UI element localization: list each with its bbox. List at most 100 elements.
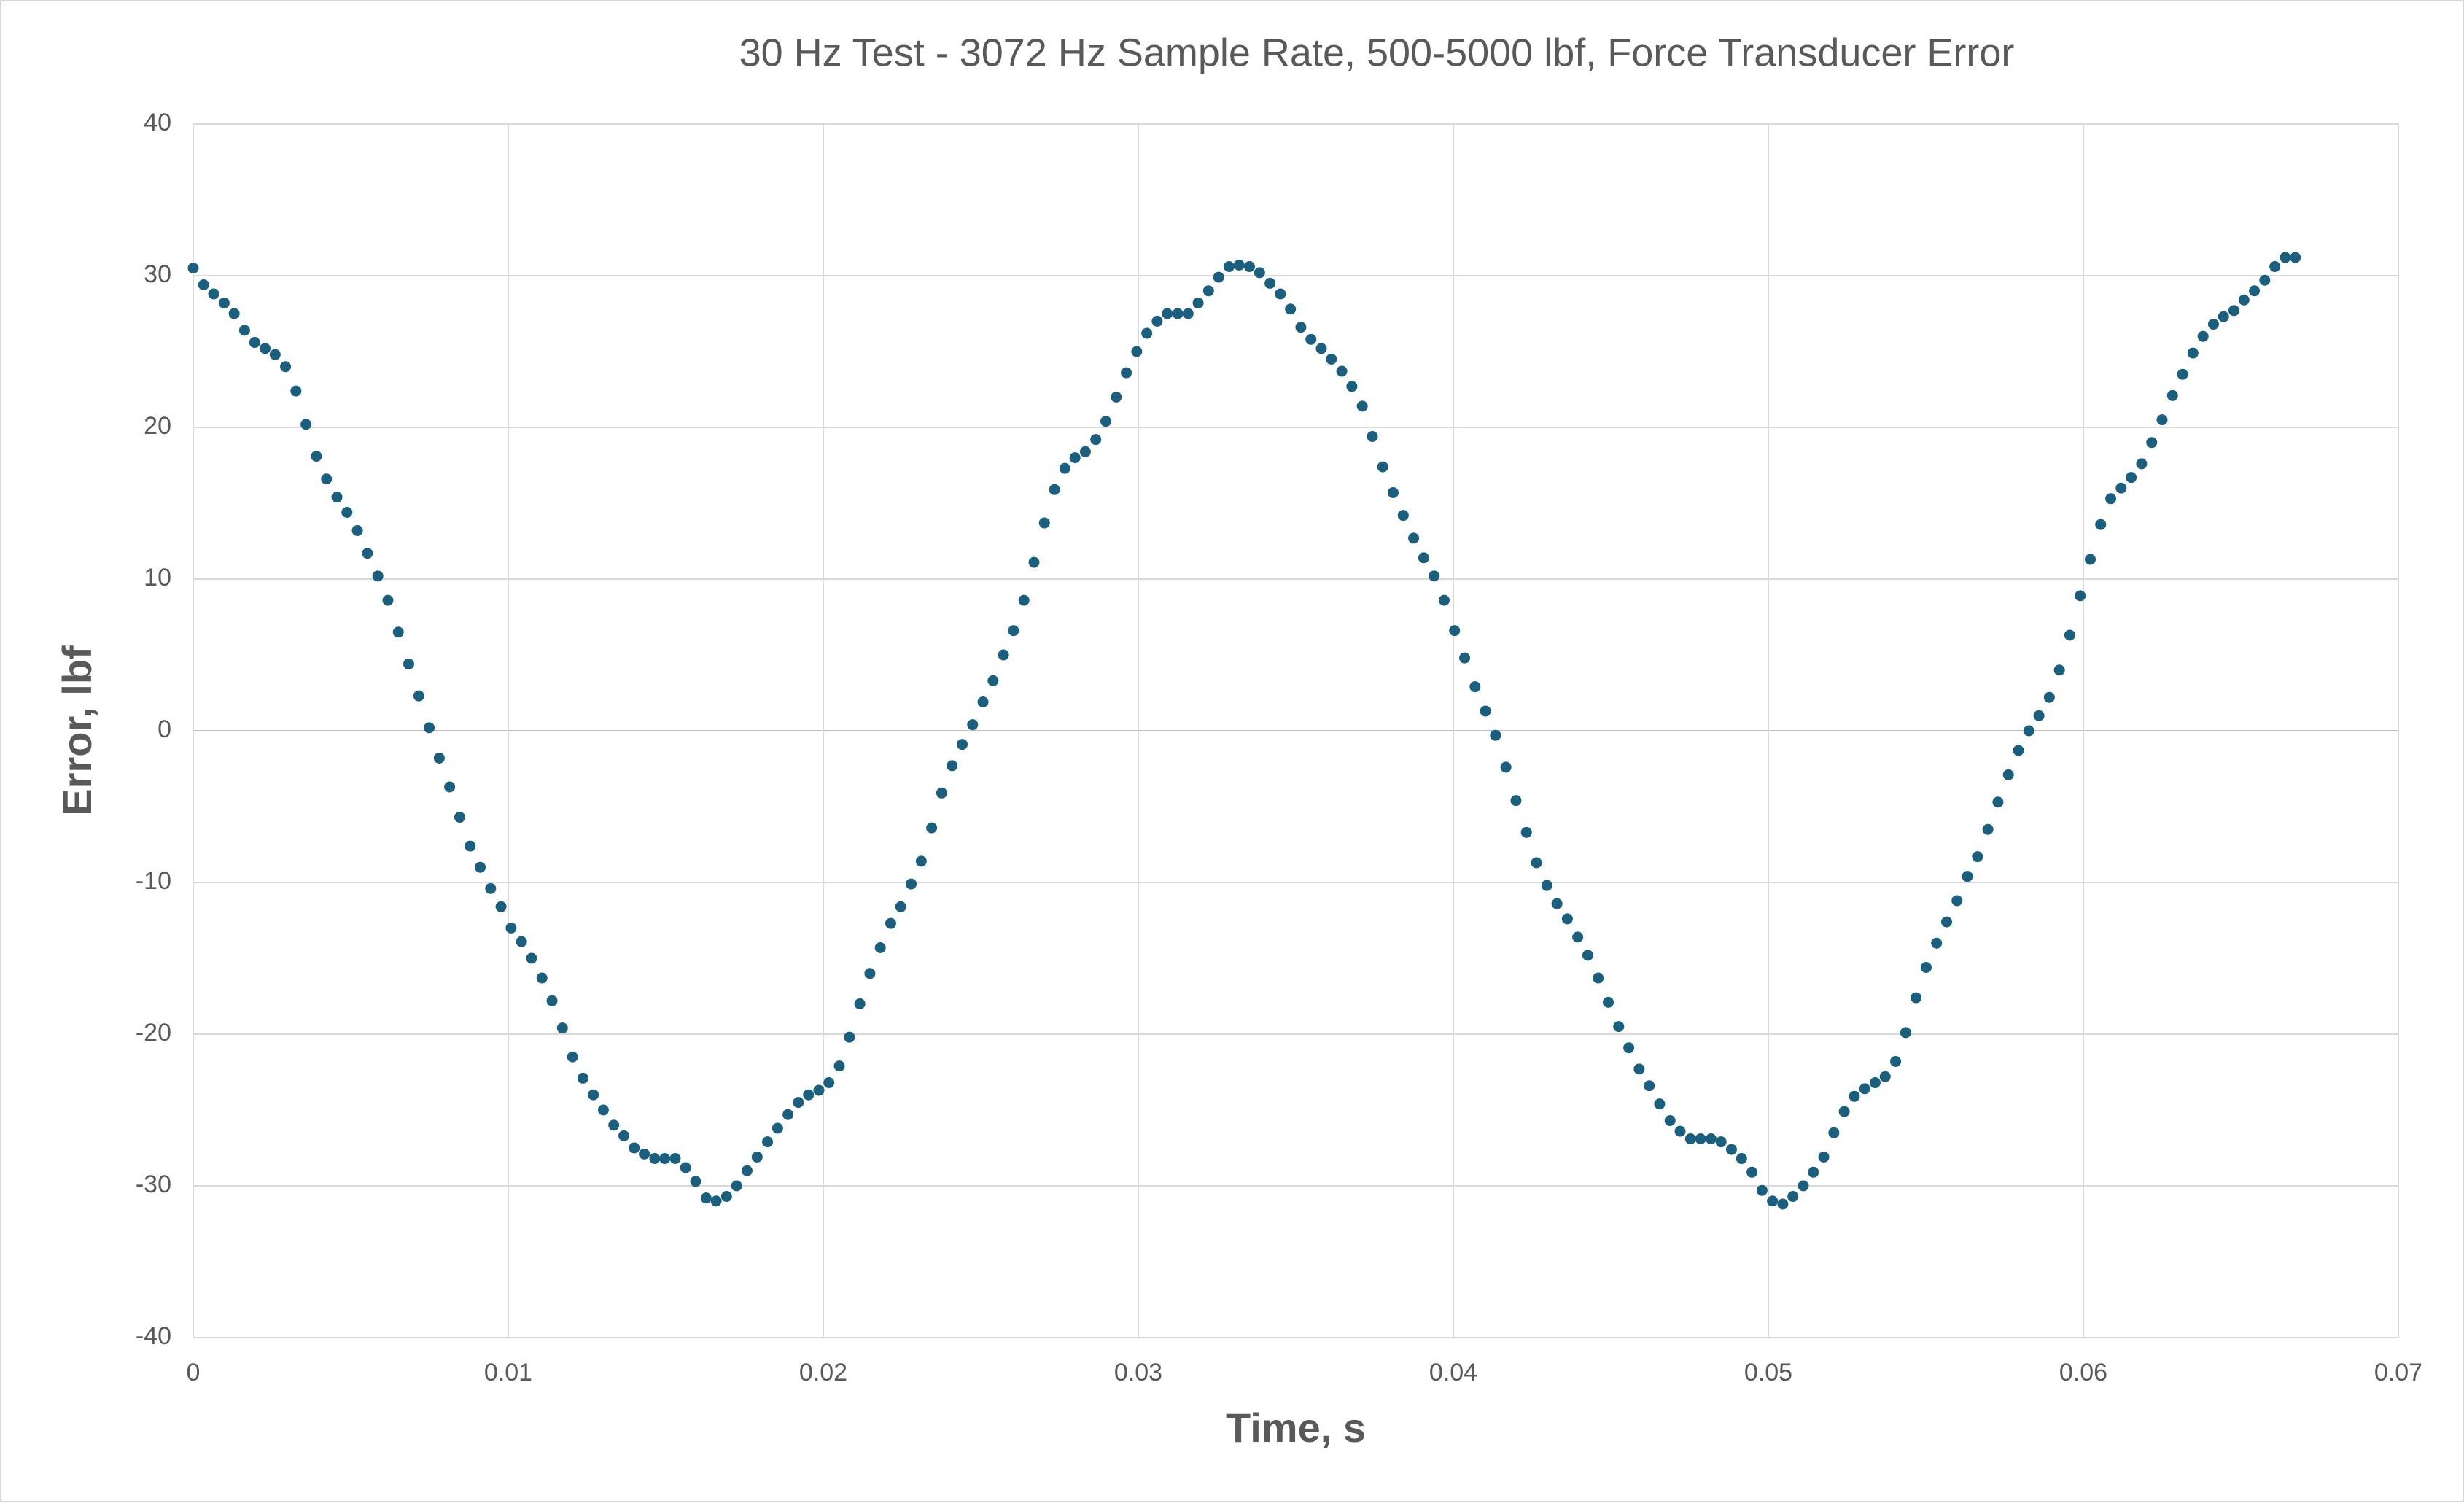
x-tick-label: 0.02: [799, 1359, 847, 1386]
data-point: [1520, 826, 1532, 838]
data-point: [269, 349, 281, 360]
data-point: [1808, 1166, 1819, 1178]
data-point: [2249, 285, 2261, 297]
data-point: [1787, 1191, 1799, 1203]
data-point: [2166, 389, 2178, 401]
data-point: [741, 1165, 753, 1176]
data-point: [280, 361, 292, 373]
chart-title: 30 Hz Test - 3072 Hz Sample Rate, 500-50…: [739, 31, 2015, 74]
data-point: [2259, 274, 2271, 286]
data-point: [1377, 461, 1388, 473]
data-point: [1900, 1027, 1911, 1039]
data-point: [1243, 261, 1255, 273]
data-point: [1510, 795, 1522, 807]
data-point: [392, 626, 404, 638]
data-point: [1121, 367, 1132, 379]
data-point: [1090, 434, 1102, 446]
data-point: [2126, 472, 2137, 484]
data-point: [1449, 625, 1461, 637]
data-point: [1418, 552, 1429, 564]
data-point: [2207, 319, 2219, 330]
data-point: [720, 1191, 732, 1203]
data-point: [1356, 400, 1368, 412]
data-point: [844, 1031, 855, 1043]
data-point: [906, 878, 917, 890]
data-point: [2269, 261, 2281, 273]
data-point: [2033, 710, 2045, 721]
data-point: [1911, 992, 1922, 1004]
data-point: [680, 1162, 691, 1173]
data-point: [629, 1142, 640, 1154]
data-point: [1397, 510, 1409, 521]
data-point: [1305, 333, 1317, 345]
data-point: [2177, 368, 2188, 380]
data-point: [967, 719, 979, 731]
data-point: [1777, 1198, 1789, 1210]
data-point: [1223, 261, 1235, 273]
data-point: [639, 1148, 650, 1160]
data-point: [1367, 430, 1378, 442]
y-tick-label: 20: [144, 412, 171, 440]
data-point: [382, 594, 394, 606]
x-tick-label: 0.07: [2374, 1359, 2422, 1386]
data-point: [1725, 1144, 1737, 1155]
data-point: [649, 1153, 661, 1165]
y-tick-label: 10: [144, 564, 171, 591]
data-point: [187, 263, 199, 274]
data-point: [1141, 327, 1153, 339]
y-tick-label: 40: [144, 109, 171, 136]
data-point: [731, 1180, 742, 1192]
data-point: [813, 1084, 825, 1096]
data-point: [1593, 972, 1604, 984]
data-point: [957, 739, 968, 750]
data-point: [1654, 1098, 1666, 1110]
x-tick-label: 0.04: [1429, 1359, 1477, 1386]
data-point: [1131, 346, 1143, 357]
data-point: [669, 1153, 681, 1165]
data-point: [618, 1130, 630, 1141]
data-point: [947, 760, 958, 772]
data-point: [751, 1151, 763, 1163]
data-point: [1664, 1115, 1676, 1127]
data-point: [2075, 590, 2086, 602]
data-point: [2095, 519, 2107, 530]
data-point: [2064, 629, 2075, 641]
data-point: [1100, 416, 1112, 427]
data-point: [1603, 996, 1614, 1008]
data-point: [2043, 691, 2055, 703]
data-point: [659, 1153, 671, 1165]
data-point: [1920, 961, 1932, 973]
data-point: [895, 901, 906, 912]
data-point: [1028, 556, 1040, 568]
data-point: [1767, 1195, 1779, 1207]
data-point: [1674, 1125, 1686, 1137]
data-point: [1172, 308, 1184, 319]
data-point: [1715, 1136, 1727, 1148]
data-point: [1408, 532, 1420, 544]
data-point: [290, 385, 302, 397]
data-point: [259, 343, 271, 354]
data-point: [403, 658, 414, 669]
data-point: [1162, 308, 1173, 319]
data-point: [1838, 1106, 1850, 1117]
data-point: [2053, 664, 2065, 676]
data-point: [2290, 252, 2301, 263]
data-point: [2156, 414, 2168, 426]
data-point: [1233, 259, 1245, 271]
y-axis-title: Error, lbf: [54, 645, 100, 816]
data-point: [762, 1136, 774, 1148]
data-point: [1756, 1184, 1768, 1196]
data-point: [1438, 594, 1450, 606]
data-point: [710, 1195, 722, 1207]
data-point: [1879, 1071, 1891, 1082]
data-point: [341, 506, 353, 518]
data-point: [567, 1051, 578, 1063]
data-point: [1890, 1055, 1902, 1067]
x-tick-label: 0.03: [1114, 1359, 1162, 1386]
data-point: [238, 325, 250, 336]
data-point: [1429, 570, 1440, 582]
data-point: [772, 1122, 783, 1134]
data-point: [1202, 285, 1214, 297]
data-point: [1644, 1080, 1655, 1092]
